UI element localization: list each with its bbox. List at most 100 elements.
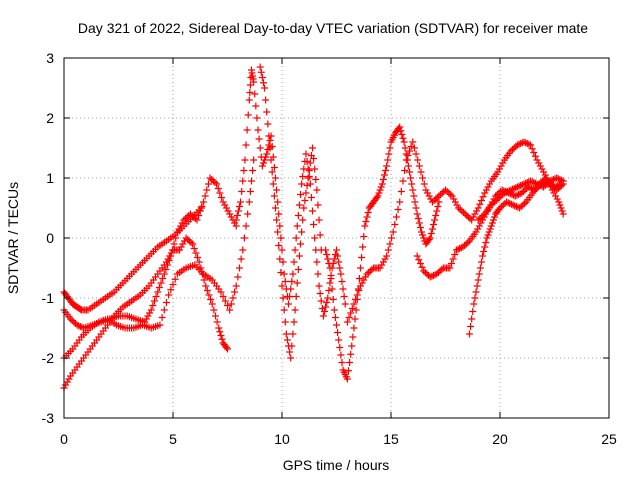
data-point (170, 240, 178, 248)
data-point (520, 138, 528, 146)
data-point (362, 218, 370, 225)
data-point (459, 209, 467, 216)
data-point (270, 164, 278, 171)
data-point (410, 192, 418, 200)
data-point (500, 189, 508, 197)
data-point (267, 156, 275, 164)
data-point (291, 246, 299, 254)
data-point (455, 204, 463, 212)
data-point (291, 306, 299, 314)
data-point (468, 315, 476, 323)
data-point (304, 174, 312, 182)
data-point (287, 354, 295, 362)
data-point (193, 216, 201, 224)
data-point (432, 195, 440, 203)
data-point (420, 267, 428, 275)
data-point (356, 264, 364, 272)
data-point (359, 243, 367, 251)
data-point (386, 240, 394, 248)
data-point (450, 195, 458, 203)
data-point (314, 201, 322, 209)
data-point (325, 260, 333, 267)
data-point (314, 270, 322, 278)
data-point (365, 269, 373, 276)
data-point (488, 219, 496, 227)
data-point (554, 182, 562, 189)
data-point (479, 212, 487, 219)
data-point (420, 180, 428, 188)
data-point (474, 276, 482, 284)
data-point (233, 212, 241, 219)
data-point (413, 252, 421, 260)
data-point (217, 332, 225, 339)
data-point (426, 234, 434, 242)
data-point (290, 258, 298, 266)
data-point (407, 143, 415, 150)
data-point (328, 285, 336, 293)
data-point (213, 180, 221, 188)
data-point (428, 198, 436, 206)
data-point (496, 204, 504, 212)
data-point (556, 201, 564, 209)
data-point (385, 150, 393, 158)
data-point (177, 243, 185, 251)
data-point (558, 207, 566, 215)
data-point (489, 216, 497, 224)
data-point (273, 186, 281, 194)
data-point (289, 270, 297, 278)
data-point (256, 63, 264, 71)
data-point (471, 294, 479, 302)
data-point (334, 329, 342, 336)
data-point (386, 144, 394, 152)
data-point (397, 188, 405, 195)
data-point (146, 309, 154, 317)
data-point (397, 127, 405, 135)
data-point (184, 236, 192, 243)
x-tick-label-0: 0 (60, 431, 68, 447)
data-point (295, 252, 303, 260)
data-point (266, 137, 274, 144)
x-axis-label: GPS time / hours (283, 457, 390, 473)
data-point (510, 144, 518, 152)
data-point (509, 185, 517, 193)
data-point (459, 243, 467, 251)
data-point (243, 126, 251, 134)
data-point (317, 297, 325, 305)
data-point (513, 183, 521, 191)
data-point (244, 210, 252, 218)
data-point (282, 330, 290, 338)
y-tick-labels: -3 -2 -1 0 1 2 3 (42, 50, 55, 426)
data-point (327, 275, 335, 282)
data-point (213, 318, 221, 326)
data-point (276, 222, 284, 230)
data-point (237, 255, 245, 263)
data-point (261, 156, 269, 164)
data-point (262, 96, 270, 104)
data-point (311, 165, 319, 173)
data-point (63, 378, 71, 386)
data-point (477, 258, 485, 266)
data-point (432, 212, 440, 219)
data-point (401, 144, 409, 152)
data-point (147, 306, 155, 314)
data-point (244, 111, 252, 119)
data-point (556, 176, 564, 183)
data-point (294, 212, 302, 219)
data-point (162, 258, 170, 266)
data-point (206, 174, 214, 182)
data-point (475, 270, 483, 278)
data-point (261, 84, 269, 92)
data-point (211, 179, 219, 186)
data-point (461, 242, 469, 249)
data-point (520, 180, 528, 188)
series-sat-track-7 (322, 123, 443, 383)
data-point (417, 168, 425, 176)
data-point (536, 162, 544, 170)
data-point (399, 177, 407, 185)
data-point (215, 324, 223, 332)
data-point (426, 273, 434, 281)
data-point (472, 288, 480, 296)
data-point (552, 192, 560, 200)
data-point (373, 194, 381, 201)
data-point (401, 167, 409, 174)
